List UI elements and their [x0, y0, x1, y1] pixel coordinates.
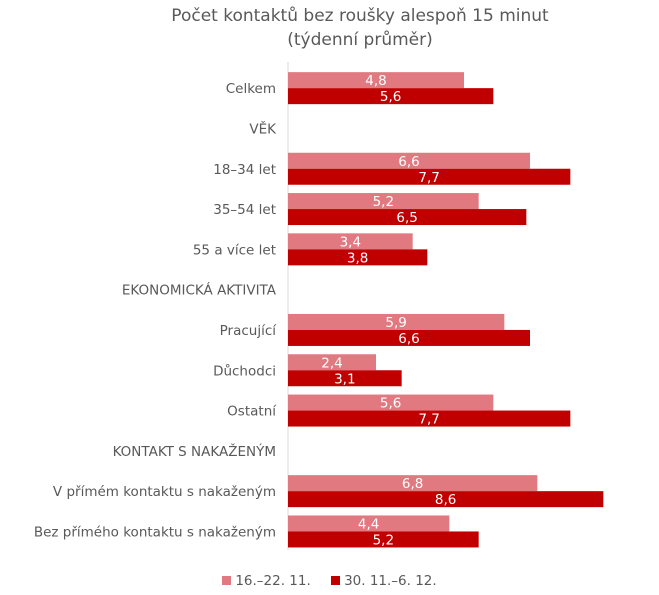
data-label-series-2: 7,7: [418, 170, 439, 186]
legend: 16.–22. 11. 30. 11.–6. 12.: [0, 573, 659, 589]
data-label-series-1: 6,6: [398, 154, 419, 170]
legend-item-series-2: 30. 11.–6. 12.: [331, 573, 437, 589]
category-label: Ostatní: [227, 404, 277, 420]
bar-series-1: [288, 193, 479, 210]
category-label: EKONOMICKÁ AKTIVITA: [122, 282, 277, 299]
bar-series-2: [288, 491, 604, 508]
data-label-series-1: 6,8: [402, 476, 423, 492]
data-label-series-1: 5,6: [380, 396, 401, 412]
legend-swatch-series-1: [222, 575, 232, 585]
data-label-series-2: 3,8: [347, 250, 368, 266]
data-label-series-1: 3,4: [340, 234, 361, 250]
data-label-series-2: 6,6: [398, 331, 419, 347]
data-label-series-1: 4,8: [365, 73, 386, 89]
category-label: VĚK: [249, 120, 277, 137]
data-label-series-2: 3,1: [334, 371, 355, 387]
category-label: 35–54 let: [213, 202, 276, 218]
bar-series-2: [288, 88, 494, 105]
data-label-series-2: 6,5: [396, 210, 417, 226]
data-label-series-1: 5,9: [385, 315, 406, 331]
data-label-series-1: 4,4: [358, 516, 379, 532]
category-label: Celkem: [226, 81, 276, 97]
bar-series-2: [288, 410, 571, 427]
category-label: 18–34 let: [213, 162, 276, 178]
category-label: 55 a více let: [193, 242, 276, 258]
bar-series-2: [288, 370, 402, 387]
data-label-series-2: 5,6: [380, 89, 401, 105]
category-label: Bez přímého kontaktu s nakaženým: [34, 524, 276, 540]
bar-series-1: [288, 394, 494, 411]
legend-label-series-2: 30. 11.–6. 12.: [344, 573, 437, 589]
bar-series-1: [288, 313, 505, 330]
category-label: Důchodci: [213, 363, 276, 379]
bar-series-1: [288, 515, 450, 532]
bar-series-1: [288, 475, 538, 492]
chart-title-block: Počet kontaktů bez roušky alespoň 15 min…: [130, 4, 590, 52]
legend-label-series-1: 16.–22. 11.: [235, 573, 311, 589]
category-label: V přímém kontaktu s nakaženým: [53, 484, 276, 500]
data-label-series-2: 7,7: [418, 412, 439, 428]
legend-item-series-1: 16.–22. 11.: [222, 573, 311, 589]
data-label-series-1: 5,2: [373, 194, 394, 210]
data-label-series-1: 2,4: [321, 355, 342, 371]
bar-series-2: [288, 249, 428, 266]
bar-series-2: [288, 209, 527, 226]
category-label: Pracující: [220, 323, 278, 339]
bar-series-1: [288, 152, 530, 169]
chart-title: Počet kontaktů bez roušky alespoň 15 min…: [171, 6, 549, 26]
legend-swatch-series-2: [331, 575, 341, 585]
bar-series-1: [288, 72, 464, 89]
data-label-series-2: 8,6: [435, 492, 456, 508]
bar-series-2: [288, 531, 479, 548]
bar-series-1: [288, 233, 413, 250]
chart-subtitle: (týdenní průměr): [287, 30, 433, 50]
bar-series-1: [288, 354, 376, 371]
bar-series-2: [288, 329, 530, 346]
data-label-series-2: 5,2: [373, 532, 394, 548]
category-label: KONTAKT S NAKAŽENÝM: [113, 442, 276, 460]
bar-series-2: [288, 168, 571, 185]
